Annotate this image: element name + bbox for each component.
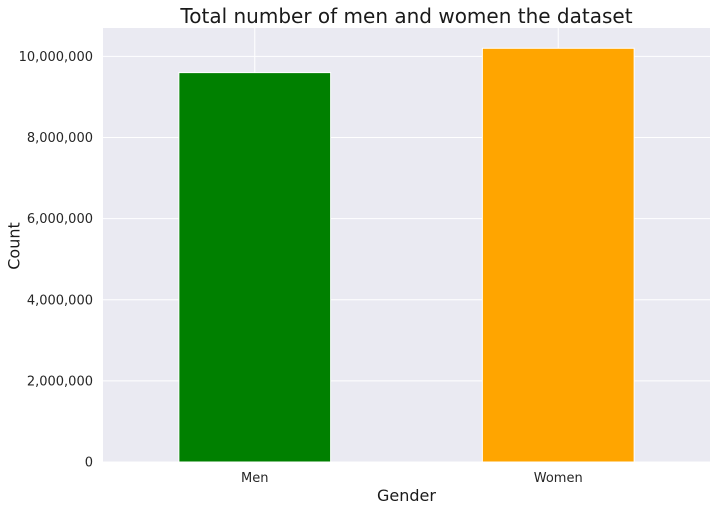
- bar-men: [178, 72, 332, 463]
- x-axis-label: Gender: [377, 486, 436, 505]
- y-tick-label: 6,000,000: [27, 212, 93, 227]
- bar-women: [481, 47, 635, 463]
- y-axis-label: Count: [4, 222, 24, 270]
- x-tick-label: Women: [534, 471, 583, 486]
- chart-title: Total number of men and women the datase…: [180, 4, 633, 28]
- y-tick-label: 10,000,000: [19, 50, 93, 65]
- y-tick-label: 0: [85, 456, 93, 471]
- x-tick-label: Men: [241, 471, 268, 486]
- y-tick-label: 4,000,000: [27, 293, 93, 308]
- y-tick-label: 2,000,000: [27, 374, 93, 389]
- y-tick-label: 8,000,000: [27, 131, 93, 146]
